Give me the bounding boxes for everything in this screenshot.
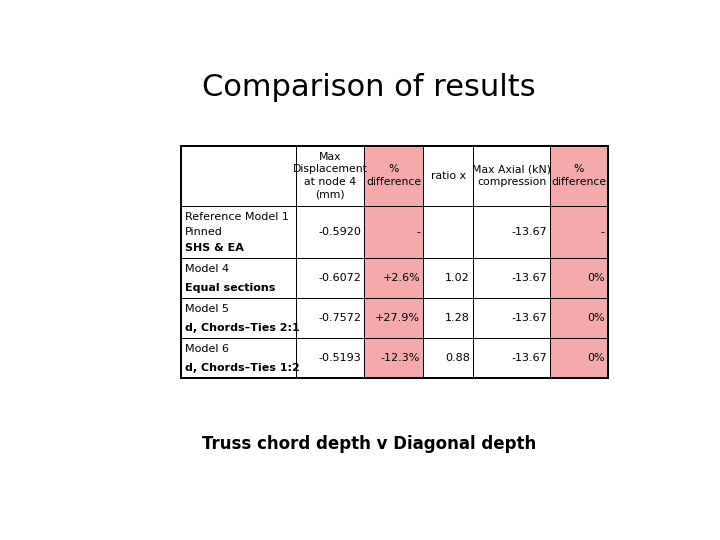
Text: -13.67: -13.67 [511,227,547,237]
Bar [364,338,423,378]
Text: 0.88: 0.88 [445,353,469,363]
Text: Comparison of results: Comparison of results [202,73,536,103]
Bar [423,338,473,378]
Bar [181,338,296,378]
Text: 1.02: 1.02 [445,273,469,283]
Text: d, Chords–Ties 1:2: d, Chords–Ties 1:2 [185,363,300,373]
Bar [296,298,364,338]
Bar [550,258,608,298]
Bar [423,298,473,338]
Text: 0%: 0% [587,353,605,363]
Text: -0.5920: -0.5920 [318,227,361,237]
Bar [181,298,296,338]
Bar [423,146,473,206]
Bar [364,206,423,258]
Bar [550,206,608,258]
Bar [181,146,296,206]
Text: +27.9%: +27.9% [375,313,420,323]
Bar [181,206,296,258]
Bar [296,206,364,258]
Text: -: - [600,227,605,237]
Text: -0.7572: -0.7572 [318,313,361,323]
Text: -0.5193: -0.5193 [318,353,361,363]
Text: Truss chord depth v Diagonal depth: Truss chord depth v Diagonal depth [202,435,536,454]
Text: 0%: 0% [587,273,605,283]
Bar [364,298,423,338]
Text: Equal sections: Equal sections [185,283,276,293]
Text: Pinned: Pinned [185,227,223,237]
Bar [181,146,608,378]
Bar [550,338,608,378]
Bar [364,258,423,298]
Text: Max
Displacement
at node 4
(mm): Max Displacement at node 4 (mm) [293,152,368,199]
Text: SHS & EA: SHS & EA [185,242,244,253]
Text: Model 5: Model 5 [185,305,230,314]
Text: -12.3%: -12.3% [381,353,420,363]
Bar [423,206,473,258]
Text: -: - [416,227,420,237]
Bar [423,258,473,298]
Bar [473,146,550,206]
Bar [473,338,550,378]
Bar [364,146,423,206]
Text: -13.67: -13.67 [511,273,547,283]
Text: Model 4: Model 4 [185,264,230,274]
Text: Max Axial (kN)
compression: Max Axial (kN) compression [472,165,551,187]
Bar [473,298,550,338]
Bar [296,146,364,206]
Text: %
difference: % difference [366,165,421,187]
Text: +2.6%: +2.6% [382,273,420,283]
Bar [181,258,296,298]
Text: 1.28: 1.28 [445,313,469,323]
Text: 0%: 0% [587,313,605,323]
Text: -0.6072: -0.6072 [318,273,361,283]
Bar [473,258,550,298]
Text: %
difference: % difference [552,165,606,187]
Text: -13.67: -13.67 [511,353,547,363]
Text: Reference Model 1: Reference Model 1 [185,212,289,222]
Bar [296,258,364,298]
Bar [473,206,550,258]
Bar [550,146,608,206]
Bar [550,298,608,338]
Text: d, Chords–Ties 2:1: d, Chords–Ties 2:1 [185,323,300,333]
Text: -13.67: -13.67 [511,313,547,323]
Bar [296,338,364,378]
Text: ratio x: ratio x [431,171,466,181]
Text: Model 6: Model 6 [185,345,230,354]
